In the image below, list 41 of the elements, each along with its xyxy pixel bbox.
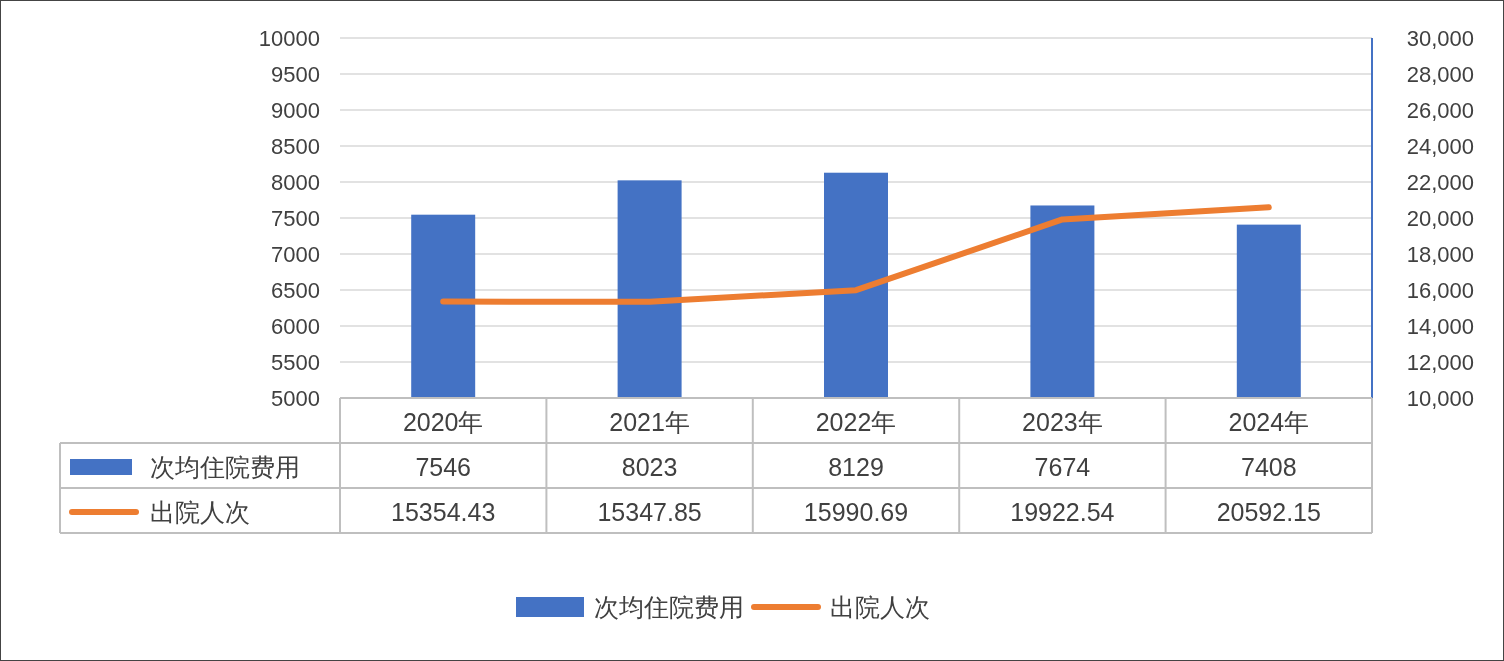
- data-label: 19922.54: [1010, 498, 1115, 526]
- legend-label: 次均住院费用: [150, 453, 300, 481]
- data-label: 15990.69: [803, 498, 909, 526]
- data-label: 20592.15: [1216, 498, 1321, 526]
- y-tick-label: 7000: [271, 242, 320, 267]
- y2-tick-label: 22,000: [1406, 170, 1474, 195]
- x-tick-label: 2021年: [609, 408, 690, 436]
- y-tick-label: 6500: [271, 278, 320, 303]
- data-label: 7546: [415, 453, 472, 481]
- y2-tick-label: 28,000: [1406, 62, 1474, 87]
- y2-tick-label: 24,000: [1406, 134, 1474, 159]
- y2-tick-label: 20,000: [1406, 206, 1474, 231]
- y2-tick-label: 18,000: [1406, 242, 1474, 267]
- data-label: 7408: [1240, 453, 1297, 481]
- y2-tick-label: 14,000: [1406, 314, 1474, 339]
- y2-tick-label: 12,000: [1406, 350, 1474, 375]
- y-tick-label: 6000: [271, 314, 320, 339]
- legend-label: 出院人次: [150, 498, 250, 526]
- data-label: 7674: [1034, 453, 1091, 481]
- y-tick-label: 5000: [271, 386, 320, 411]
- y2-tick-label: 26,000: [1406, 98, 1474, 123]
- y-tick-label: 5500: [271, 350, 320, 375]
- x-tick-label: 2024年: [1228, 408, 1310, 436]
- y2-tick-label: 10,000: [1406, 386, 1474, 411]
- text: 次均住院费用: [594, 593, 744, 621]
- data-label: 15354.43: [391, 498, 496, 526]
- y-tick-label: 8000: [271, 170, 320, 195]
- x-tick-label: 2022年: [815, 408, 897, 436]
- y-tick-label: 7500: [271, 206, 320, 231]
- data-label: 8129: [828, 453, 884, 481]
- data-label: 15347.85: [597, 498, 702, 526]
- y-tick-label: 10000: [258, 26, 320, 51]
- x-tick-label: 2023年: [1022, 408, 1103, 436]
- y2-tick-label: 16,000: [1406, 278, 1474, 303]
- y2-tick-label: 30,000: [1406, 26, 1474, 51]
- x-tick-label: 2020年: [402, 408, 484, 436]
- data-label: 8023: [621, 453, 678, 481]
- y-tick-label: 9000: [271, 98, 320, 123]
- text: 出院人次: [830, 593, 930, 621]
- y-tick-label: 8500: [271, 134, 320, 159]
- y-tick-label: 9500: [271, 62, 320, 87]
